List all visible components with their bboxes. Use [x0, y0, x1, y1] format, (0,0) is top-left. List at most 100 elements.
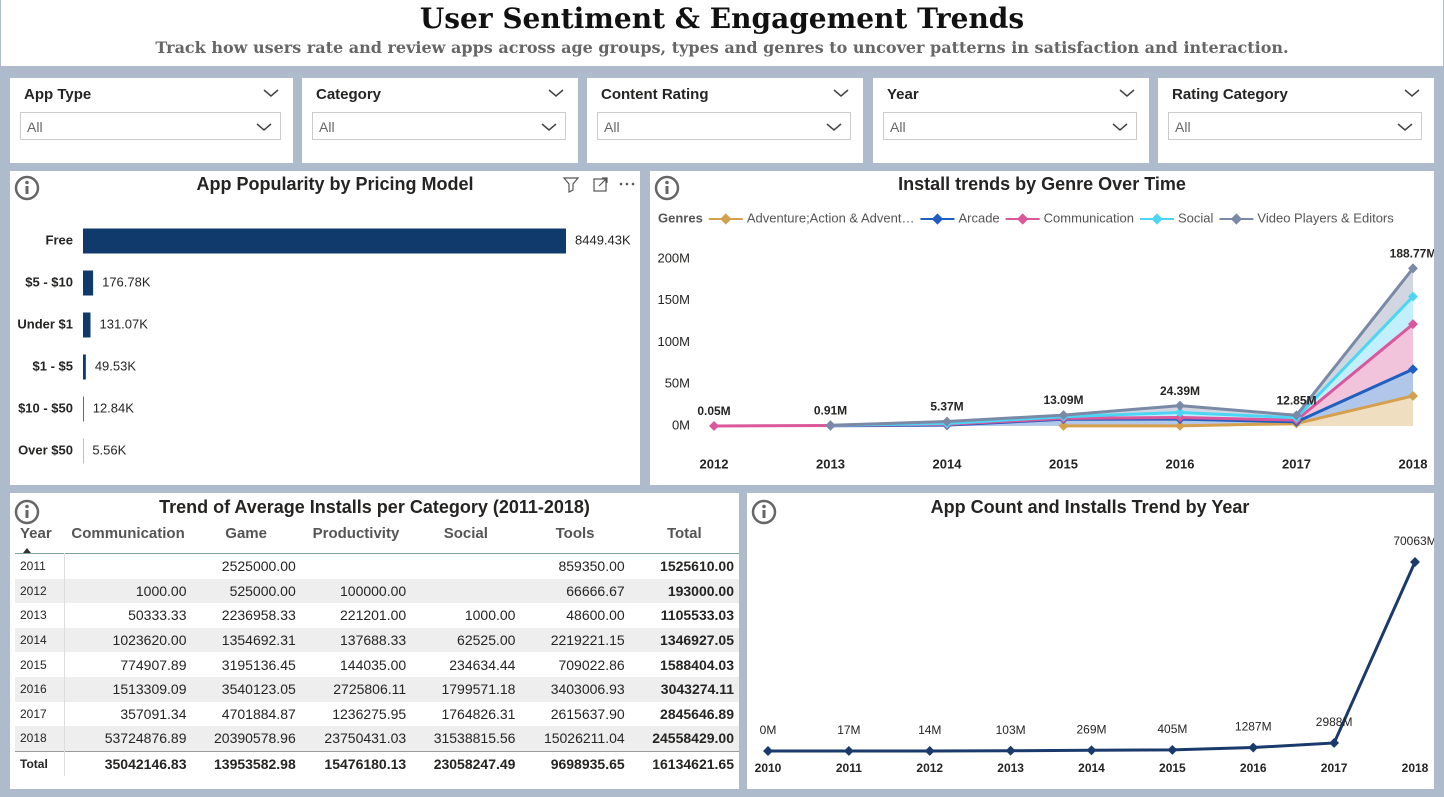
slicer: Category All: [302, 78, 578, 163]
cell: 15026211.04: [543, 730, 625, 747]
chevron[interactable]: [541, 122, 557, 132]
row-header: 2011: [15, 553, 66, 579]
legend-label: Communication: [1044, 210, 1134, 225]
slicer-label: Year: [887, 86, 919, 103]
chevron[interactable]: [833, 88, 849, 98]
category-label: Under $1: [17, 316, 73, 331]
bar: [83, 354, 86, 380]
point: [924, 746, 935, 756]
total-label: 5.37M: [930, 400, 963, 414]
cell: 1236275.95: [332, 705, 407, 722]
slicer-label: Content Rating: [601, 86, 709, 103]
slicer-label: Category: [316, 86, 382, 103]
table-panel: Trend of Average Installs per Category (…: [10, 493, 739, 789]
total-label: 24.39M: [1160, 384, 1200, 398]
legend-marker: [931, 213, 944, 225]
x-tick-label: 2017: [1321, 761, 1348, 775]
point: [1167, 744, 1178, 755]
cell: [411, 579, 520, 604]
row-header: 2014: [15, 627, 66, 653]
slicer-dropdown[interactable]: All: [1168, 112, 1422, 140]
table-row: 2017 357091.34 4701884.87 1236275.95 1764826…: [15, 701, 739, 727]
focus-icon[interactable]: [593, 177, 608, 192]
cell: 2615637.90: [550, 705, 625, 722]
info-icon[interactable]: [751, 499, 777, 525]
column-header: Game: [225, 525, 267, 542]
cell: 2236958.33: [221, 607, 296, 624]
cell: 1525610.00: [660, 558, 734, 575]
info-icon[interactable]: [14, 175, 40, 201]
slicer: Rating Category All: [1158, 78, 1434, 163]
data-table: Year Communication Game Productivity Social T…: [15, 525, 739, 777]
point: [1291, 410, 1302, 421]
info-icon[interactable]: [654, 175, 680, 201]
y-tick-label: 200M: [657, 250, 690, 265]
chevron-shape: [256, 123, 272, 131]
bar: [83, 312, 91, 338]
area-panel: Install trends by Genre Over Time Genres A…: [650, 171, 1436, 485]
chevron[interactable]: [548, 88, 564, 98]
column-header: Productivity: [312, 525, 400, 542]
y-tick-label: 50M: [665, 376, 690, 391]
x-tick-label: 2015: [1159, 761, 1186, 775]
bar: [83, 270, 94, 296]
point: [1408, 319, 1418, 330]
value-label: 103M: [996, 723, 1026, 737]
value-label: 8449.43K: [575, 232, 631, 247]
point: [1408, 390, 1418, 401]
point: [1058, 420, 1069, 431]
row-header: Total: [15, 751, 66, 777]
slicer-dropdown[interactable]: All: [597, 112, 851, 140]
legend-marker: [1151, 213, 1163, 225]
cell: 15476180.13: [324, 756, 407, 773]
table-row: 2013 50333.33 2236958.33 221201.00 1000.00 48…: [15, 603, 739, 628]
chevron-shape: [1119, 89, 1135, 97]
header-row: Year Communication Game Productivity Social T…: [15, 525, 739, 554]
x-tick-label: 2014: [1078, 761, 1105, 775]
chevron[interactable]: [1112, 122, 1128, 132]
point: [1408, 364, 1418, 375]
slicer-dropdown[interactable]: All: [883, 112, 1137, 140]
chevron-shape: [548, 89, 564, 97]
point: [709, 421, 719, 431]
chevron-shape: [1404, 89, 1420, 97]
column-header: Total: [666, 525, 702, 542]
sort-arrow[interactable]: [22, 546, 32, 554]
info-icon[interactable]: [10, 493, 50, 533]
cell: 1354692.31: [221, 632, 296, 649]
point: [1408, 291, 1418, 302]
cell: 525000.00: [229, 582, 296, 599]
chevron[interactable]: [1404, 88, 1420, 98]
chevron[interactable]: [263, 88, 279, 98]
slicer-dropdown[interactable]: All: [312, 112, 566, 140]
slicer-dropdown[interactable]: All: [20, 112, 281, 140]
line: [830, 295, 1415, 427]
chevron-shape: [1112, 123, 1128, 131]
x-tick-label: 2018: [1399, 456, 1428, 471]
chevron[interactable]: [1119, 88, 1135, 98]
cell: 3403006.93: [550, 681, 625, 698]
line: [830, 267, 1415, 427]
slicer-value: All: [319, 119, 335, 135]
chevron-shape: [826, 123, 842, 131]
x-tick-label: 2015: [1049, 456, 1078, 471]
x-tick-label: 2013: [816, 456, 845, 471]
cell: 50333.33: [128, 607, 187, 624]
cell: 357091.34: [120, 705, 187, 722]
chevron[interactable]: [826, 122, 842, 132]
value-label: 70063M: [1393, 534, 1434, 548]
slicer-label: App Type: [24, 86, 92, 103]
chevron[interactable]: [1397, 122, 1413, 132]
slicer: Year All: [873, 78, 1149, 163]
value-label: 0M: [760, 723, 777, 737]
column-header: Social: [443, 525, 488, 542]
table-row: 2014 1023620.00 1354692.31 137688.33 62525.0…: [15, 627, 739, 653]
slicer: App Type All: [10, 78, 293, 163]
value-label: 176.78K: [102, 274, 151, 289]
cell: 2725806.11: [333, 681, 407, 698]
point: [1175, 420, 1185, 431]
filter-icon[interactable]: [562, 177, 580, 193]
chevron[interactable]: [256, 122, 272, 132]
cell: 1000.00: [135, 582, 187, 599]
more-icon[interactable]: [619, 182, 635, 186]
